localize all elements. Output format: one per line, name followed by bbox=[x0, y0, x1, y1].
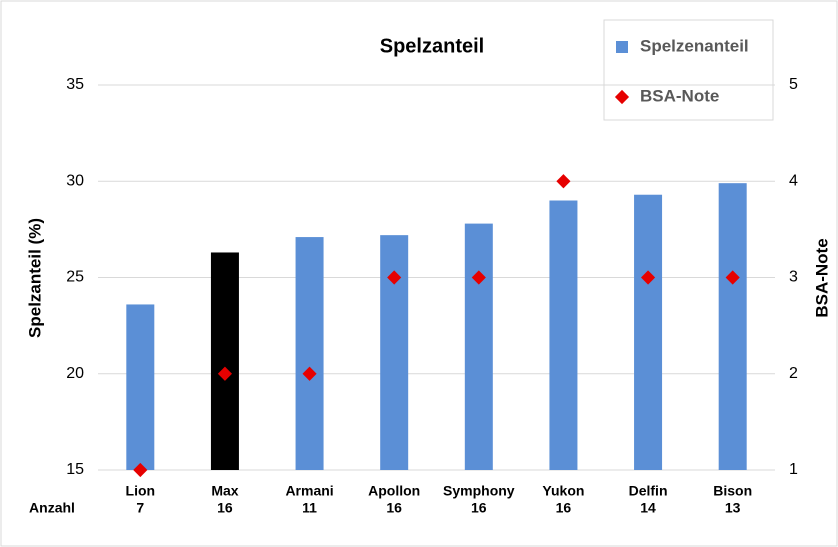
y2-tick-label: 5 bbox=[789, 76, 798, 93]
count-label: 11 bbox=[302, 500, 317, 516]
chart-title: Spelzanteil bbox=[380, 35, 484, 57]
bar bbox=[464, 223, 493, 470]
x-tick-label: Apollon bbox=[368, 483, 420, 499]
legend-label: BSA-Note bbox=[640, 86, 719, 105]
x-tick-label: Armani bbox=[285, 483, 333, 499]
y-tick-label: 30 bbox=[66, 172, 84, 189]
count-label: 7 bbox=[136, 500, 144, 516]
y-tick-label: 15 bbox=[66, 461, 84, 478]
legend-label: Spelzenanteil bbox=[640, 36, 749, 55]
marker bbox=[471, 270, 486, 285]
marker bbox=[217, 366, 233, 381]
marker bbox=[387, 270, 402, 285]
x-tick-label: Lion bbox=[126, 483, 156, 499]
marker bbox=[640, 270, 656, 285]
bar bbox=[380, 235, 409, 470]
y2-axis-label: BSA-Note bbox=[812, 238, 831, 317]
legend-swatch bbox=[616, 41, 628, 53]
x-tick-label: Yukon bbox=[542, 483, 584, 499]
count-label: 16 bbox=[471, 500, 487, 516]
bar bbox=[549, 200, 578, 470]
counts-label: Anzahl bbox=[29, 500, 75, 516]
bar bbox=[634, 194, 663, 470]
marker bbox=[133, 462, 148, 478]
x-tick-label: Bison bbox=[713, 483, 752, 499]
y2-tick-label: 4 bbox=[789, 172, 798, 189]
legend-box bbox=[603, 19, 774, 121]
bar bbox=[210, 252, 239, 470]
y2-tick-label: 3 bbox=[789, 269, 798, 286]
marker bbox=[725, 270, 740, 285]
count-label: 16 bbox=[386, 500, 402, 516]
legend-swatch bbox=[614, 89, 630, 105]
bar bbox=[295, 237, 324, 470]
y2-tick-label: 2 bbox=[789, 365, 798, 382]
y-tick-label: 35 bbox=[66, 76, 84, 93]
y2-tick-label: 1 bbox=[789, 461, 798, 478]
marker bbox=[302, 366, 317, 381]
count-label: 16 bbox=[556, 500, 572, 516]
bar bbox=[718, 183, 747, 471]
y-axis-label: Spelzanteil (%) bbox=[25, 218, 44, 338]
count-label: 13 bbox=[725, 500, 741, 516]
count-label: 16 bbox=[217, 500, 233, 516]
x-tick-label: Delfin bbox=[629, 483, 668, 499]
x-tick-label: Symphony bbox=[443, 483, 515, 499]
bar bbox=[126, 304, 155, 470]
marker bbox=[556, 174, 571, 189]
count-label: 14 bbox=[640, 500, 656, 516]
x-tick-label: Max bbox=[211, 483, 238, 499]
y-tick-label: 25 bbox=[66, 269, 84, 286]
y-tick-label: 20 bbox=[66, 365, 84, 382]
